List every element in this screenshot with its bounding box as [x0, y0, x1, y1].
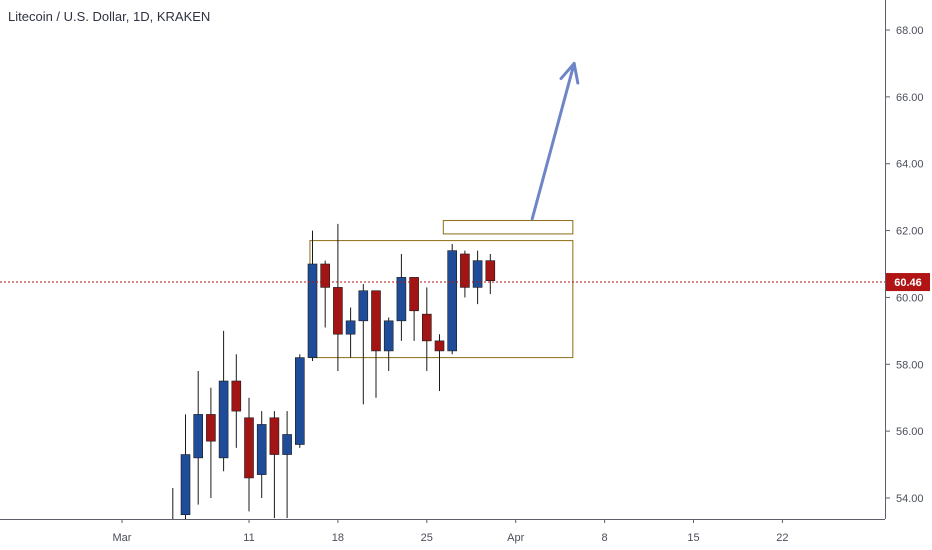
candle-4: [206, 387, 216, 498]
x-tick-label: 11: [243, 532, 254, 544]
candle-body-down: [244, 417, 254, 479]
chart-title: Litecoin / U.S. Dollar, 1D, KRAKEN: [8, 9, 211, 24]
candle-body-down: [460, 253, 470, 288]
candle-11: [294, 354, 305, 448]
y-tick-label: 58.00: [896, 359, 924, 371]
candle-body-up: [168, 521, 177, 531]
candle-body-up: [282, 434, 292, 455]
x-tick-label: 15: [687, 532, 699, 544]
x-tick-label: 25: [421, 532, 433, 544]
candle-18: [383, 317, 394, 371]
candle-14: [333, 223, 343, 371]
axis-layer: [0, 0, 886, 520]
target-arrow-head: [559, 61, 580, 85]
zone-rectangle-0: [309, 240, 574, 359]
candle-body-up: [472, 260, 483, 288]
candle-25: [472, 250, 483, 305]
candle-16: [358, 284, 369, 405]
candle-2: [180, 414, 191, 519]
x-tick-label: 8: [602, 532, 608, 544]
candles-layer: [168, 223, 496, 531]
candle-6: [231, 354, 242, 448]
y-axis-ticks: 54.00 56.00 58.00 60.00 62.00 64.00 66.00 68.00: [885, 25, 924, 505]
x-tick-label: 18: [332, 532, 344, 544]
candle-body-down: [269, 417, 280, 455]
y-tick-label: 54.00: [896, 493, 924, 505]
candle-body-up: [218, 380, 229, 459]
candle-24: [460, 250, 470, 298]
y-tick-label: 66.00: [896, 92, 924, 104]
candle-7: [244, 397, 254, 512]
candle-26: [485, 253, 496, 295]
candle-3: [193, 370, 203, 505]
candle-body-down: [206, 414, 216, 442]
candle-21: [421, 287, 432, 371]
candle-body-down: [333, 287, 343, 335]
candle-body-up: [193, 414, 203, 459]
target-arrow-shaft: [530, 61, 576, 221]
candle-body-up: [358, 290, 369, 322]
candle-5: [218, 330, 229, 472]
candle-9: [269, 411, 280, 519]
x-tick-label: Mar: [113, 532, 132, 544]
candle-body-up: [345, 320, 356, 335]
candle-body-up: [447, 250, 458, 352]
y-tick-label: 64.00: [896, 159, 924, 171]
candle-body-down: [409, 277, 419, 312]
x-axis-ticks: Mar 11 18 25 Apr 8 15 22: [113, 519, 789, 544]
candle-body-up: [294, 357, 305, 445]
candle-13: [320, 260, 331, 328]
price-tag-label: 60.46: [894, 277, 922, 289]
candle-12: [307, 230, 318, 361]
x-tick-label: 22: [776, 532, 788, 544]
y-tick-label: 60.00: [896, 292, 924, 304]
candle-10: [282, 411, 292, 519]
candle-body-up: [180, 454, 191, 516]
candle-body-up: [383, 320, 394, 352]
candle-body-down: [371, 290, 381, 352]
candle-body-up: [256, 424, 267, 475]
candle-body-down: [485, 260, 496, 282]
zone-rectangle-1: [442, 220, 574, 235]
y-tick-label: 56.00: [896, 426, 924, 438]
candle-body-down: [421, 313, 432, 342]
current-price-tag: 60.46: [886, 273, 930, 292]
candle-body-up: [307, 263, 318, 358]
y-tick-label: 68.00: [896, 25, 924, 37]
candle-body-down: [320, 263, 331, 288]
candle-8: [256, 411, 267, 498]
y-tick-label: 62.00: [896, 226, 924, 238]
candle-19: [396, 253, 407, 341]
candle-17: [371, 290, 381, 398]
candle-20: [409, 277, 419, 341]
candle-body-down: [434, 340, 445, 352]
candle-22: [434, 334, 445, 392]
candle-1: [168, 487, 177, 531]
candle-15: [345, 307, 356, 358]
x-tick-label: Apr: [507, 532, 524, 544]
candle-body-up: [396, 277, 407, 322]
candle-23: [447, 243, 458, 355]
candle-body-down: [231, 380, 242, 412]
price-tag-background: [886, 273, 930, 292]
